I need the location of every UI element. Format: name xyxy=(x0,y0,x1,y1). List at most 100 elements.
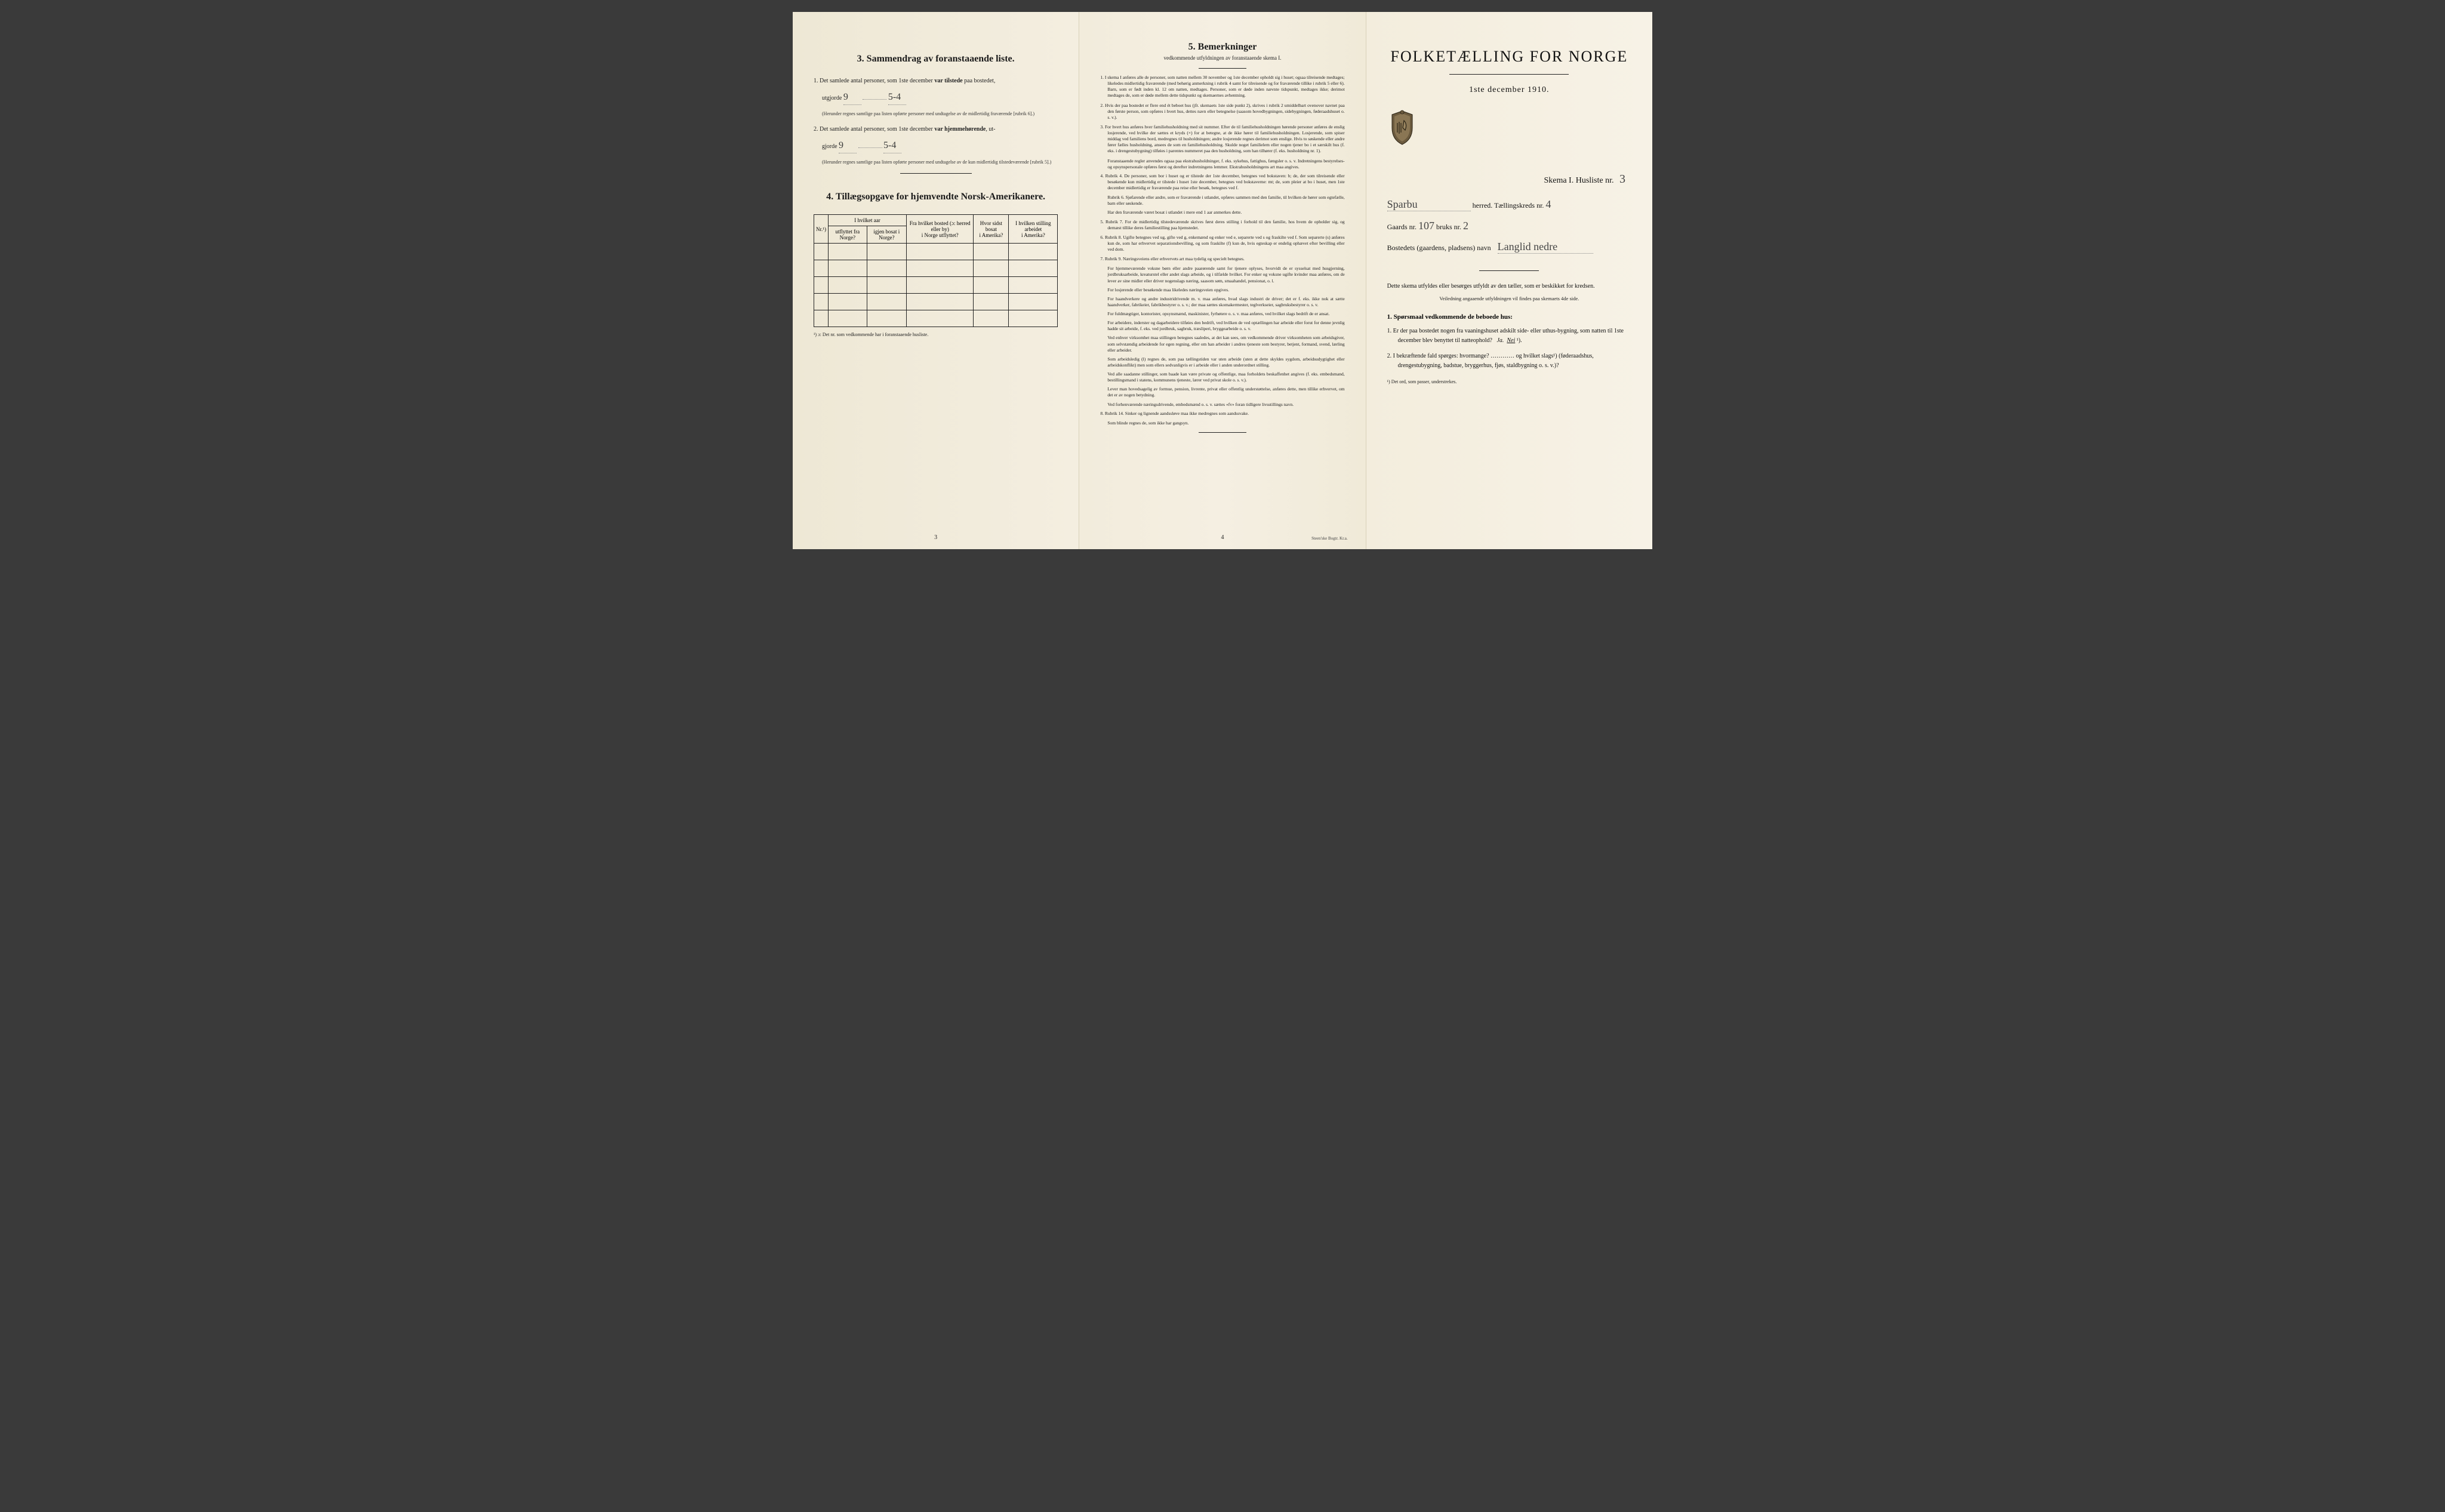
section-5-title: 5. Bemerkninger xyxy=(1100,42,1344,53)
th-where: Hvor sidst bosat i Amerika? xyxy=(974,215,1009,244)
th-occ-top: I hvilken stilling arbeidet xyxy=(1015,220,1051,232)
gaards-nr-hw: 107 xyxy=(1418,220,1434,232)
item2-utgjorde: gjorde xyxy=(822,143,839,150)
bosted-hw: Langlid nedre xyxy=(1498,241,1593,254)
printer-mark: Steen'ske Bogtr. Kr.a. xyxy=(1311,536,1348,541)
item1-note: (Herunder regnes samtlige paa listen opf… xyxy=(814,111,1058,116)
table-row xyxy=(814,277,1058,294)
remark-2: 2. Hvis der paa bostedet er flere end ét… xyxy=(1100,103,1344,121)
dotted xyxy=(863,93,886,100)
th-where-top: Hvor sidst bosat xyxy=(980,220,1002,232)
item2-hw-mf: 5-4 xyxy=(883,138,901,153)
th-from-top: Fra hvilket bosted (ɔ: herred eller by) xyxy=(910,220,971,232)
item2-hw-count: 9 xyxy=(839,138,857,153)
section-3-title: 3. Sammendrag av foranstaaende liste. xyxy=(814,54,1058,64)
divider xyxy=(1479,270,1539,271)
page-number: 3 xyxy=(934,534,937,541)
th-occ-bot: i Amerika? xyxy=(1021,232,1045,238)
remark-5: 5. Rubrik 7. For de midlertidig tilstede… xyxy=(1100,219,1344,231)
divider xyxy=(1449,74,1569,75)
table-row xyxy=(814,294,1058,310)
rubrik-6: Rubrik 6. Sjøfarende eller andre, som er… xyxy=(1100,195,1344,207)
item-1: 1. Det samlede antal personer, som 1ste … xyxy=(814,76,1058,85)
item1-hw-mf: 5-4 xyxy=(888,90,906,105)
th-year-group: I hvilket aar xyxy=(828,215,906,226)
remark-7f: For arbeidere, inderster og dagarbeidere… xyxy=(1100,320,1344,332)
census-date: 1ste december 1910. xyxy=(1387,85,1631,95)
dotted xyxy=(858,141,882,148)
th-from-bot: i Norge utflyttet? xyxy=(922,232,959,238)
remark-7i: Ved alle saadanne stillinger, som baade … xyxy=(1100,371,1344,383)
document-spread: 3. Sammendrag av foranstaaende liste. 1.… xyxy=(793,12,1652,549)
remark-3: 3. For hvert hus anføres hver familiehus… xyxy=(1100,124,1344,155)
kreds-nr-hw: 4 xyxy=(1545,198,1551,210)
rubrik-6b: Har den fraværende været bosat i utlande… xyxy=(1100,210,1344,215)
page-number: 4 xyxy=(1221,534,1224,541)
item2-post: , ut- xyxy=(986,126,995,133)
item2-line2: gjorde 9 5-4 xyxy=(814,138,1058,153)
th-from: Fra hvilket bosted (ɔ: herred eller by) … xyxy=(907,215,974,244)
table-row xyxy=(814,244,1058,260)
bruks-label: bruks nr. xyxy=(1436,223,1461,231)
bosted-line: Bostedets (gaardens, pladsens) navn Lang… xyxy=(1387,241,1631,254)
item1-bold: var tilstede xyxy=(934,78,962,84)
husliste-nr-hw: 3 xyxy=(1619,173,1625,186)
question-1: 1. Er der paa bostedet nogen fra vaaning… xyxy=(1387,327,1631,346)
bosted-label: Bostedets (gaardens, pladsens) navn xyxy=(1387,244,1491,252)
instruction-main: Dette skema utfyldes eller besørges utfy… xyxy=(1387,282,1631,291)
item1-pre: 1. Det samlede antal personer, som 1ste … xyxy=(814,78,934,84)
item-2: 2. Det samlede antal personer, som 1ste … xyxy=(814,125,1058,134)
section-4-title: 4. Tillægsopgave for hjemvendte Norsk-Am… xyxy=(814,192,1058,202)
page-4: 5. Bemerkninger vedkommende utfyldningen… xyxy=(1079,12,1366,549)
remark-1: 1. I skema I anføres alle de personer, s… xyxy=(1100,75,1344,99)
item1-hw-count: 9 xyxy=(843,90,861,105)
coat-of-arms-icon xyxy=(1387,110,1417,146)
remark-4: 4. Rubrik 4. De personer, som bor i huse… xyxy=(1100,173,1344,191)
gaards-line: Gaards nr. 107 bruks nr. 2 xyxy=(1387,220,1631,232)
divider xyxy=(900,173,972,174)
page-3: 3. Sammendrag av foranstaaende liste. 1.… xyxy=(793,12,1079,549)
skema-line: Skema I. Husliste nr. 3 xyxy=(1387,173,1625,186)
question-2: 2. I bekræftende fald spørges: hvormange… xyxy=(1387,352,1631,371)
remark-7k: Ved forhenværende næringsdrivende, embed… xyxy=(1100,402,1344,408)
th-nr: Nr.¹) xyxy=(814,215,829,244)
remark-8b: Som blinde regnes de, som ikke har gangs… xyxy=(1100,420,1344,426)
section-5-subtitle: vedkommende utfyldningen av foranstaaend… xyxy=(1100,55,1344,61)
herred-hw: Sparbu xyxy=(1387,198,1471,211)
q1-answer-nei: Nei xyxy=(1507,337,1515,344)
remark-8: 8. Rubrik 14. Sinker og lignende aandssl… xyxy=(1100,411,1344,417)
divider xyxy=(1199,432,1246,433)
th-occupation: I hvilken stilling arbeidet i Amerika? xyxy=(1009,215,1058,244)
gaards-label: Gaards nr. xyxy=(1387,223,1417,231)
item1-line2: utgjorde 9 5-4 xyxy=(814,90,1058,105)
emigrant-table: Nr.¹) I hvilket aar Fra hvilket bosted (… xyxy=(814,214,1058,327)
herred-label: herred. Tællingskreds nr. xyxy=(1473,201,1544,210)
instruction-sub: Veiledning angaaende utfyldningen vil fi… xyxy=(1387,295,1631,301)
remark-7h: Som arbeidsledig (l) regnes de, som paa … xyxy=(1100,356,1344,368)
question-heading: 1. Spørsmaal vedkommende de beboede hus: xyxy=(1387,313,1631,321)
page-1-cover: FOLKETÆLLING FOR NORGE 1ste december 191… xyxy=(1366,12,1652,549)
remark-7c: For losjerende eller besøkende maa likel… xyxy=(1100,287,1344,293)
remark-3b: Foranstaaende regler anvendes ogsaa paa … xyxy=(1100,158,1344,170)
table-footnote: ¹) ɔ: Det nr. som vedkommende har i fora… xyxy=(814,332,1058,337)
table-row xyxy=(814,310,1058,327)
th-emigrated: utflyttet fra Norge? xyxy=(828,226,867,244)
remark-7g: Ved enhver virksomhet maa stillingen bet… xyxy=(1100,335,1344,353)
divider xyxy=(1199,68,1246,69)
remark-6: 6. Rubrik 8. Ugifte betegnes ved ug, gif… xyxy=(1100,235,1344,252)
remark-7b: For hjemmeværende voksne børn eller andr… xyxy=(1100,266,1344,284)
remark-7: 7. Rubrik 9. Næringsveiens eller erhverv… xyxy=(1100,256,1344,262)
th-returned: igjen bosat i Norge? xyxy=(867,226,906,244)
table-body xyxy=(814,244,1058,327)
remark-7j: Lever man hovedsagelig av formue, pensio… xyxy=(1100,386,1344,398)
th-where-bot: i Amerika? xyxy=(979,232,1003,238)
footnote: ¹) Det ord, som passer, understrekes. xyxy=(1387,379,1631,384)
skema-label: Skema I. Husliste nr. xyxy=(1544,176,1613,185)
bruks-nr-hw: 2 xyxy=(1463,220,1468,232)
table-row xyxy=(814,260,1058,277)
item2-bold: var hjemmehørende xyxy=(934,126,986,133)
item1-utgjorde: utgjorde xyxy=(822,95,843,101)
item2-note: (Herunder regnes samtlige paa listen opf… xyxy=(814,159,1058,165)
item2-pre: 2. Det samlede antal personer, som 1ste … xyxy=(814,126,934,133)
remark-7d: For haandverkere og andre industridriven… xyxy=(1100,296,1344,308)
